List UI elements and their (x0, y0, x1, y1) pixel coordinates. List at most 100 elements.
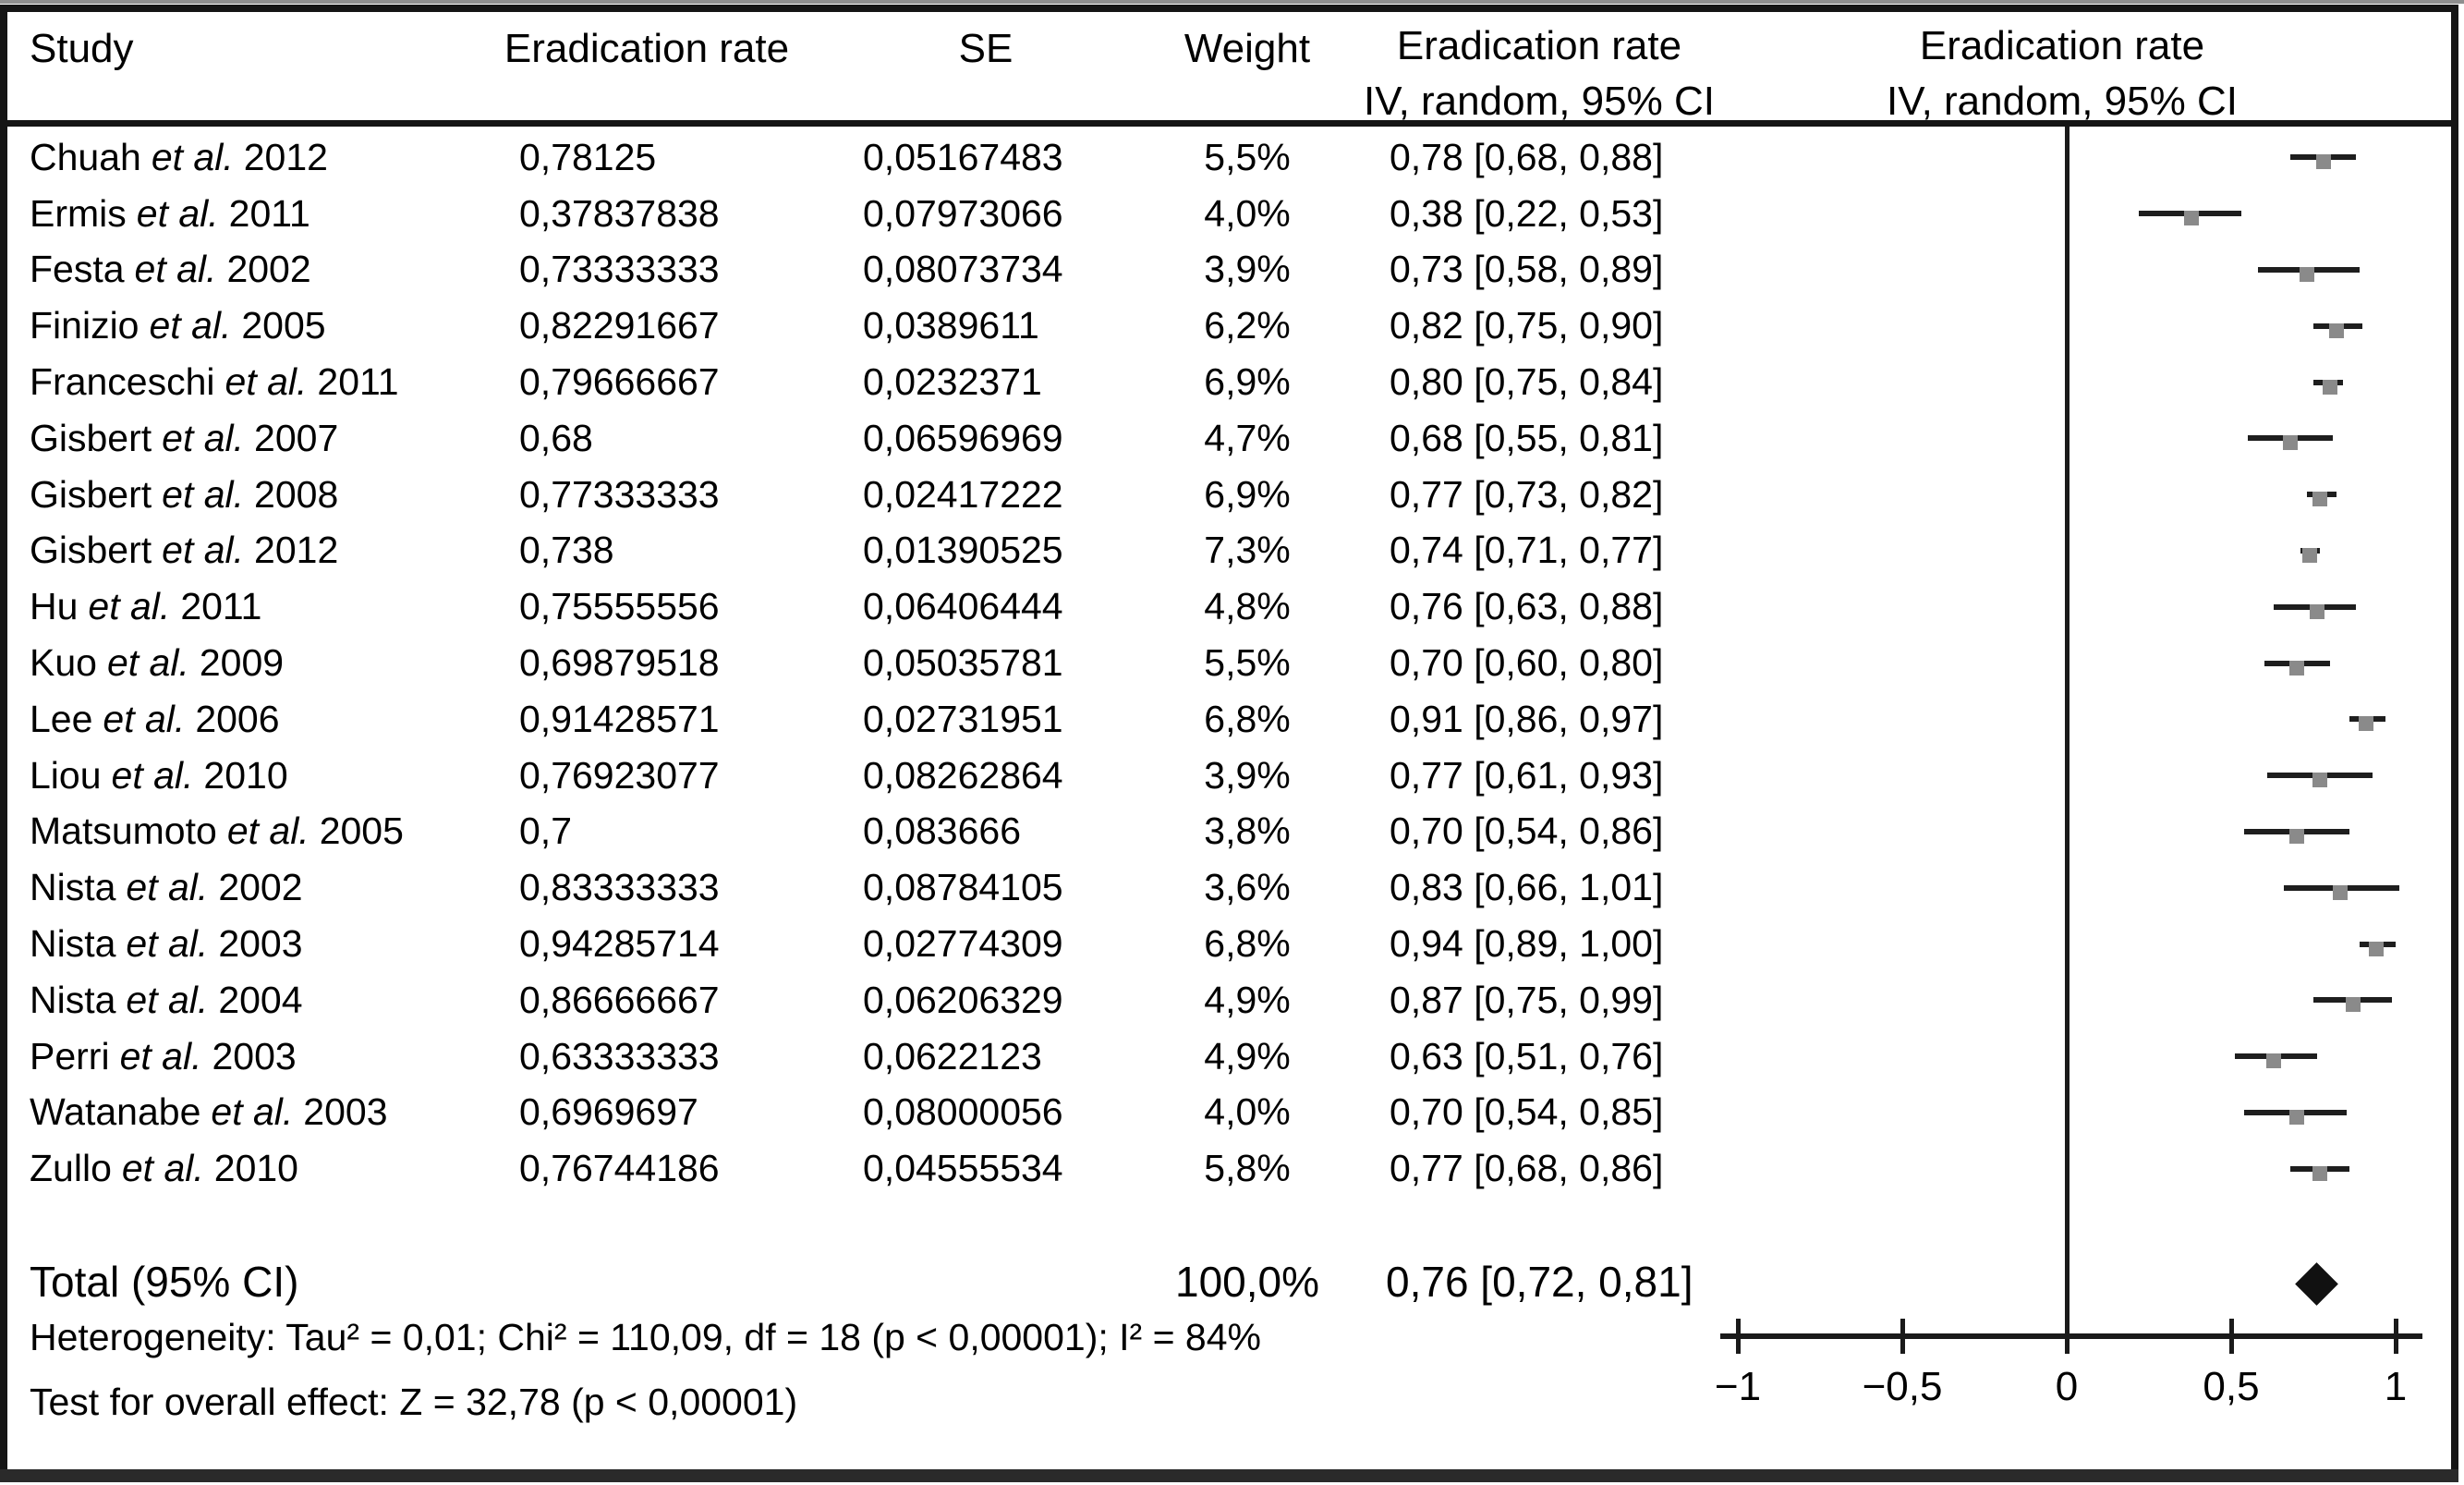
weight-cell: 6,2% (1204, 304, 1291, 347)
rate-cell: 0,83333333 (519, 866, 720, 909)
weight-cell: 4,8% (1204, 585, 1291, 628)
ci-cell: 0,77 [0,73, 0,82] (1390, 472, 1664, 516)
study-name: Franceschi (30, 360, 215, 404)
study-year: 2004 (218, 978, 303, 1021)
column-header-se: SE (958, 26, 1014, 71)
se-cell: 0,06406444 (863, 585, 1063, 628)
rate-cell: 0,76744186 (519, 1147, 720, 1190)
study-name: Gisbert (30, 416, 152, 459)
study-year: 2010 (203, 753, 288, 797)
study-cell: Gisbert et al. 2007 (30, 410, 338, 467)
table-row: Lee et al. 2006 0,91428571 0,02731951 6,8% 0,9… (0, 691, 2464, 748)
study-etal: et al. (126, 922, 209, 966)
rate-cell: 0,75555556 (519, 585, 720, 628)
rate-cell: 0,7 (519, 809, 572, 853)
x-axis-tick-label: 1 (2384, 1364, 2408, 1409)
weight-cell: 4,9% (1204, 1034, 1291, 1077)
study-name: Matsumoto (30, 809, 217, 853)
table-row: Gisbert et al. 2008 0,77333333 0,02417222 6,9… (0, 467, 2464, 523)
table-row: Ermis et al. 2011 0,37837838 0,07973066 4,0% 0… (0, 186, 2464, 242)
study-year: 2010 (213, 1147, 298, 1190)
table-row: Chuah et al. 2012 0,78125 0,05167483 5,5% 0,78… (0, 129, 2464, 186)
study-cell: Kuo et al. 2009 (30, 635, 284, 691)
estimate-marker (2283, 435, 2299, 451)
study-etal: et al. (162, 416, 245, 459)
study-name: Kuo (30, 641, 97, 685)
study-name: Watanabe (30, 1090, 201, 1134)
study-name: Nista (30, 922, 116, 966)
figure-border-top (0, 5, 2458, 12)
study-name: Finizio (30, 304, 140, 347)
study-etal: et al. (119, 1034, 202, 1077)
rate-cell: 0,86666667 (519, 978, 720, 1021)
study-year: 2003 (303, 1090, 388, 1134)
ci-cell: 0,94 [0,89, 1,00] (1390, 922, 1664, 966)
study-etal: et al. (149, 304, 232, 347)
se-cell: 0,05035781 (863, 641, 1063, 685)
table-row: Matsumoto et al. 2005 0,7 0,083666 3,8% 0,70 [… (0, 804, 2464, 860)
study-year: 2002 (226, 248, 311, 291)
weight-cell: 6,8% (1204, 697, 1291, 740)
study-cell: Hu et al. 2011 (30, 578, 261, 635)
ci-cell: 0,68 [0,55, 0,81] (1390, 416, 1664, 459)
x-axis-tick (1735, 1319, 1741, 1354)
ci-cell: 0,70 [0,54, 0,86] (1390, 809, 1664, 853)
weight-cell: 4,0% (1204, 191, 1291, 235)
study-year: 2011 (317, 360, 399, 404)
column-header-rate: Eradication rate (504, 26, 790, 71)
se-cell: 0,02774309 (863, 922, 1063, 966)
study-etal: et al. (111, 753, 194, 797)
se-cell: 0,0232371 (863, 360, 1042, 404)
table-row: Gisbert et al. 2007 0,68 0,06596969 4,7% 0,68 … (0, 410, 2464, 467)
estimate-marker (2289, 660, 2305, 676)
weight-cell: 6,9% (1204, 360, 1291, 404)
study-cell: Nista et al. 2002 (30, 859, 303, 916)
study-year: 2005 (241, 304, 326, 347)
study-etal: et al. (126, 866, 209, 909)
study-cell: Liou et al. 2010 (30, 748, 288, 804)
study-cell: Nista et al. 2004 (30, 972, 303, 1029)
estimate-marker (2312, 492, 2328, 507)
estimate-marker (2332, 884, 2348, 900)
table-row: Festa et al. 2002 0,73333333 0,08073734 3,9% 0… (0, 242, 2464, 298)
weight-cell: 4,7% (1204, 416, 1291, 459)
x-axis-tick-label: −0,5 (1862, 1364, 1943, 1409)
table-row: Nista et al. 2004 0,86666667 0,06206329 4,9% 0… (0, 972, 2464, 1029)
study-year: 2005 (319, 809, 404, 853)
rate-cell: 0,69879518 (519, 641, 720, 685)
table-row: Perri et al. 2003 0,63333333 0,0622123 4,9% 0,… (0, 1029, 2464, 1085)
se-cell: 0,083666 (863, 809, 1022, 853)
study-name: Lee (30, 697, 93, 740)
ci-cell: 0,77 [0,61, 0,93] (1390, 753, 1664, 797)
study-year: 2009 (199, 641, 285, 685)
study-year: 2012 (254, 529, 339, 572)
header-separator-rule (7, 120, 2451, 127)
total-row: Total (95% CI) 100,0% 0,76 [0,72, 0,81] (0, 1255, 2464, 1309)
weight-cell: 5,5% (1204, 641, 1291, 685)
ci-cell: 0,82 [0,75, 0,90] (1390, 304, 1664, 347)
study-name: Ermis (30, 191, 127, 235)
ci-cell: 0,78 [0,68, 0,88] (1390, 135, 1664, 178)
se-cell: 0,02731951 (863, 697, 1063, 740)
study-etal: et al. (106, 641, 189, 685)
study-cell: Nista et al. 2003 (30, 916, 303, 972)
figure-border-right (2451, 5, 2458, 1482)
weight-cell: 6,9% (1204, 472, 1291, 516)
weight-cell: 3,8% (1204, 809, 1291, 853)
rate-cell: 0,6969697 (519, 1090, 698, 1134)
study-name: Liou (30, 753, 102, 797)
weight-cell: 5,8% (1204, 1147, 1291, 1190)
se-cell: 0,08000056 (863, 1090, 1063, 1134)
study-cell: Franceschi et al. 2011 (30, 354, 399, 410)
weight-cell: 3,6% (1204, 866, 1291, 909)
study-etal: et al. (162, 472, 245, 516)
rate-cell: 0,738 (519, 529, 614, 572)
estimate-marker (2289, 1110, 2305, 1125)
total-weight: 100,0% (1174, 1258, 1319, 1306)
rate-cell: 0,73333333 (519, 248, 720, 291)
estimate-marker (2289, 829, 2305, 844)
